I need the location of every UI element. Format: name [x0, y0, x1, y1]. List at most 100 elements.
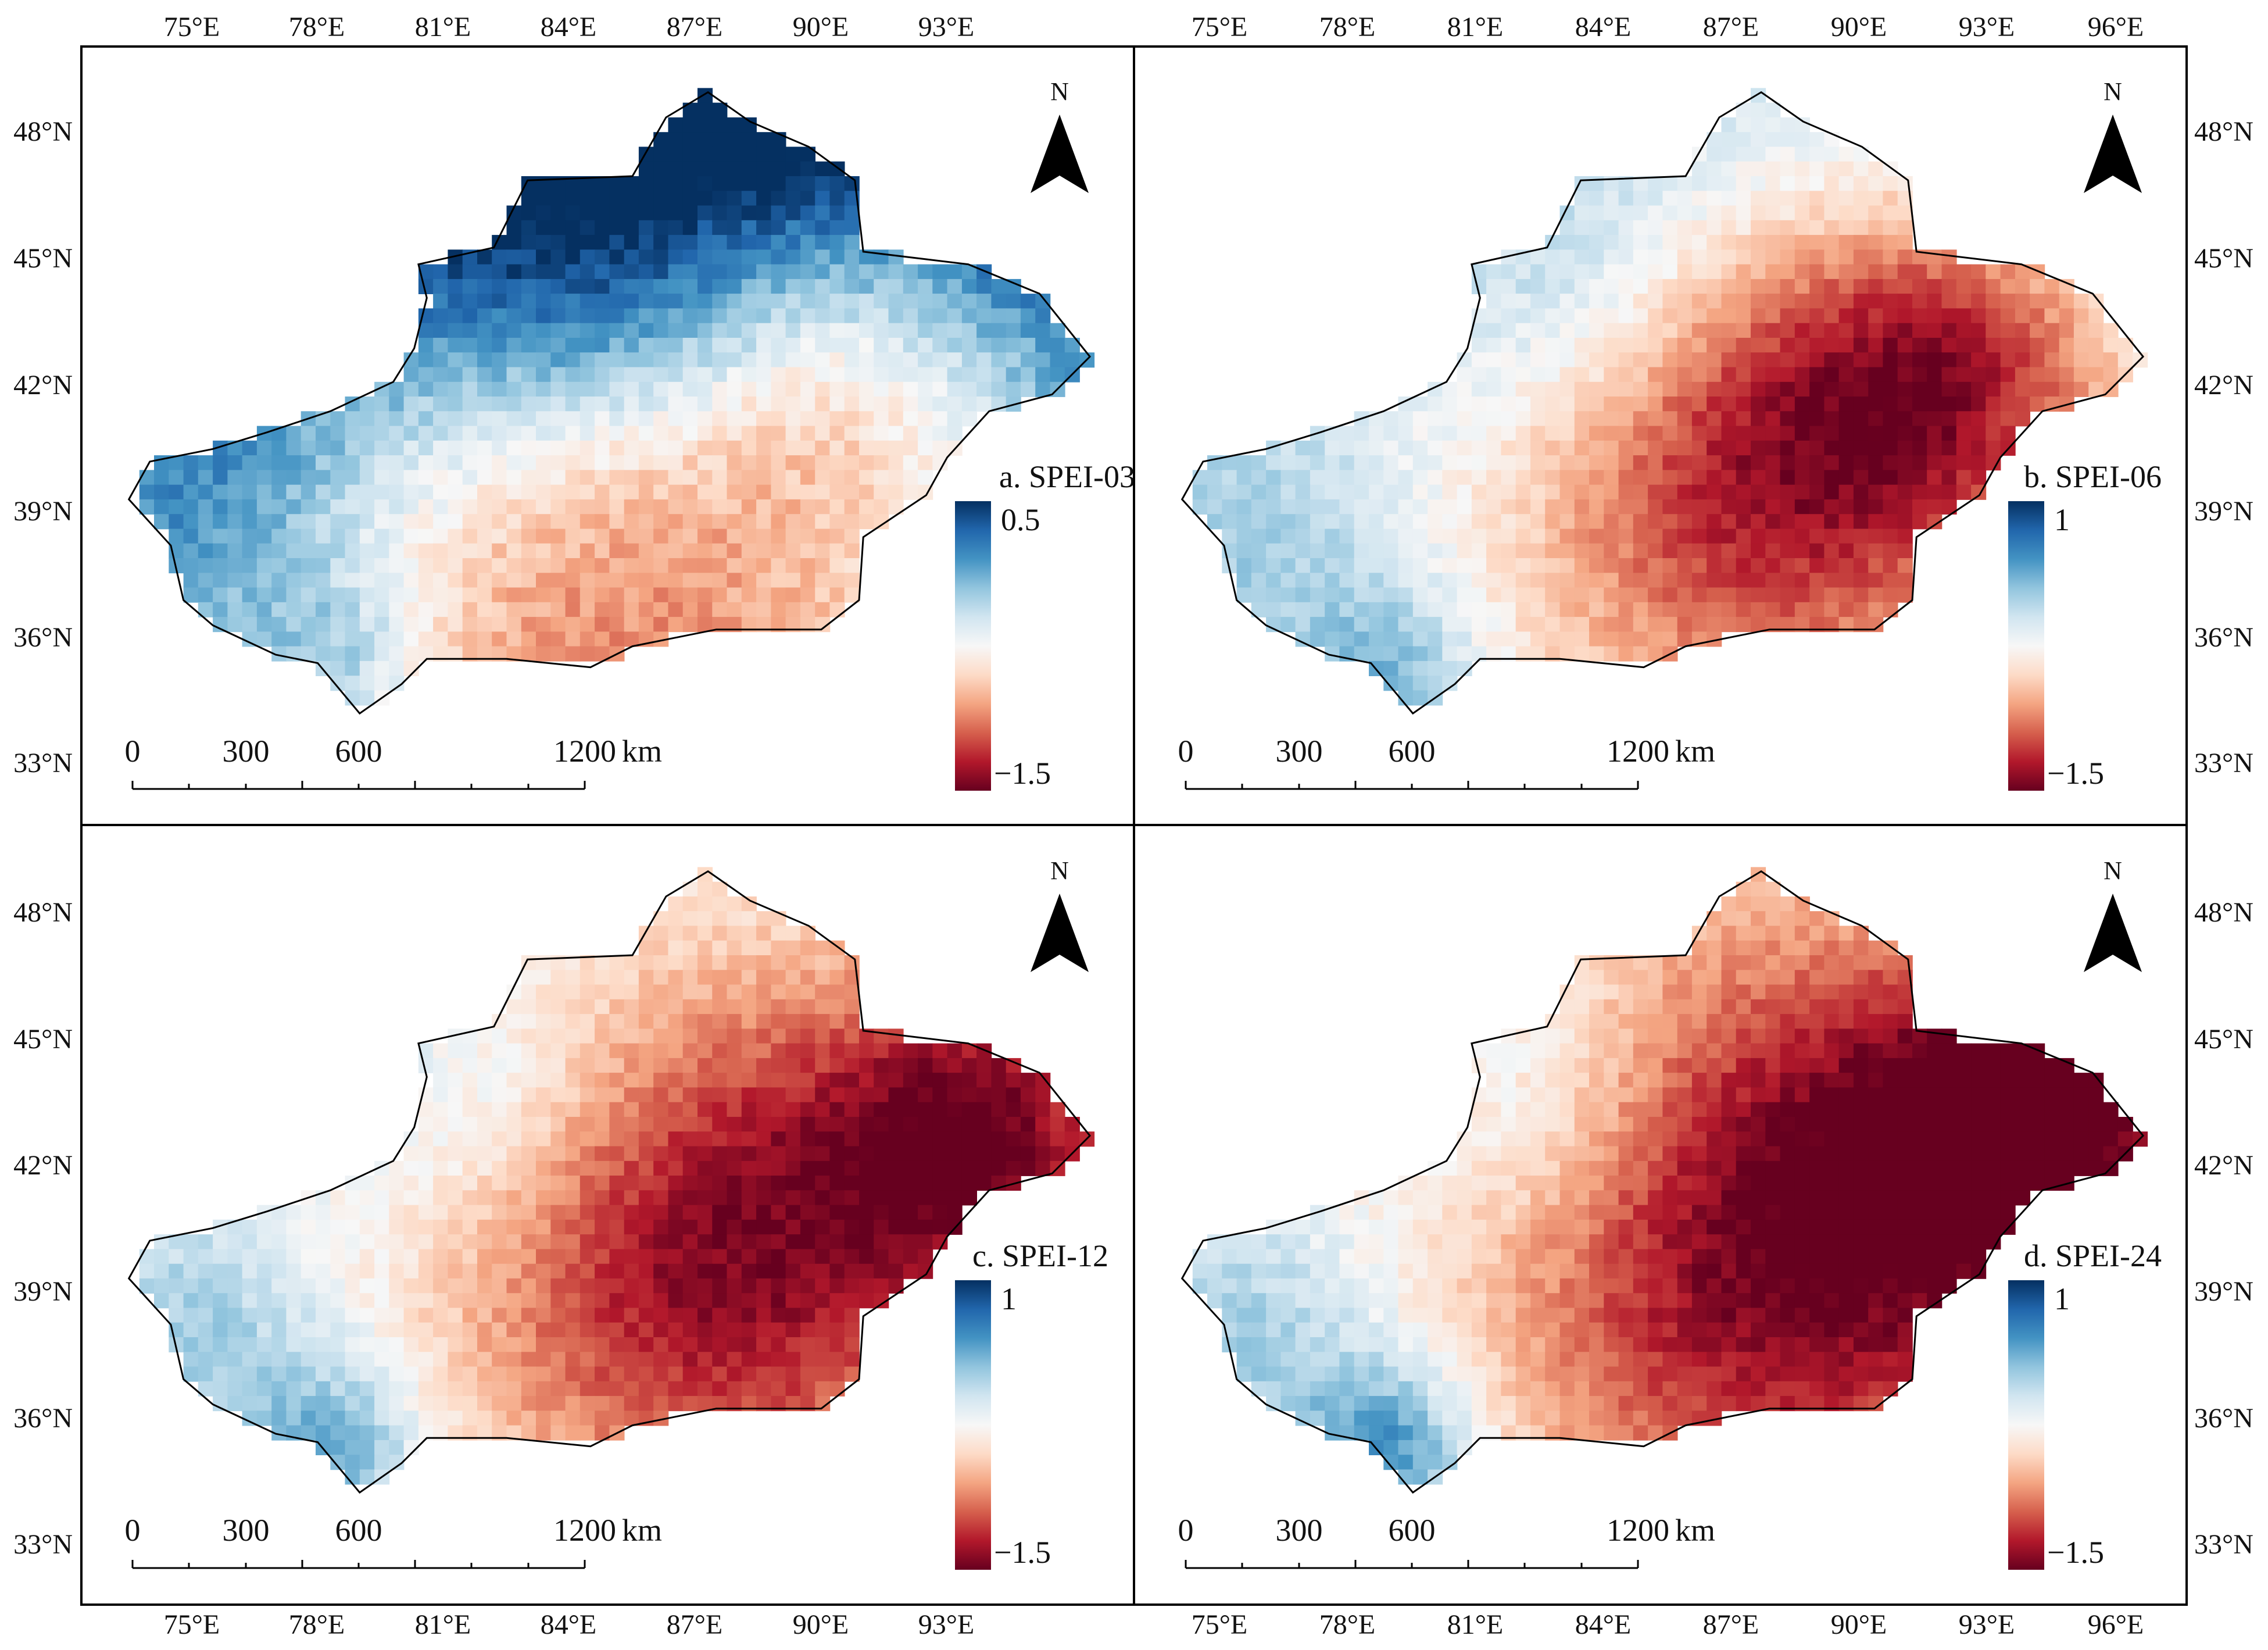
raster-cell: [1971, 308, 1986, 323]
raster-cell: [1956, 382, 1972, 397]
raster-cell: [639, 1058, 654, 1073]
raster-cell: [477, 265, 492, 280]
raster-cell: [742, 1176, 757, 1191]
raster-cell: [433, 352, 448, 367]
raster-cell: [418, 602, 434, 617]
raster-cell: [1604, 352, 1619, 367]
raster-cell: [1765, 602, 1780, 617]
raster-cell: [653, 544, 668, 559]
raster-cell: [771, 1278, 786, 1294]
raster-cell: [1839, 1102, 1854, 1117]
raster-cell: [213, 1352, 228, 1367]
raster-cell: [1021, 367, 1036, 383]
raster-cell: [2001, 1087, 2016, 1102]
raster-cell: [2001, 352, 2016, 367]
raster-cell: [1633, 1058, 1648, 1073]
raster-cell: [507, 1352, 522, 1367]
raster-cell: [492, 367, 507, 383]
raster-cell: [1912, 367, 1927, 383]
raster-cell: [1633, 397, 1648, 412]
raster-cell: [1442, 470, 1457, 485]
raster-cell: [1883, 1147, 1898, 1162]
raster-cell: [800, 1220, 815, 1235]
raster-cell: [536, 1249, 551, 1264]
raster-cell: [595, 220, 610, 235]
raster-cell: [1662, 1028, 1677, 1044]
raster-cell: [756, 544, 771, 559]
raster-cell: [184, 544, 199, 559]
raster-cell: [1736, 985, 1751, 1000]
raster-cell: [903, 367, 918, 383]
raster-cell: [595, 485, 610, 500]
raster-cell: [771, 191, 786, 206]
raster-cell: [463, 294, 478, 309]
raster-cell: [257, 485, 272, 500]
raster-cell: [566, 191, 581, 206]
raster-cell: [845, 441, 860, 456]
raster-cell: [433, 602, 448, 617]
raster-cell: [1692, 558, 1707, 573]
raster-cell: [374, 647, 389, 662]
raster-cell: [1050, 352, 1065, 367]
raster-cell: [903, 1220, 918, 1235]
raster-cell: [389, 1293, 404, 1308]
raster-cell: [1765, 162, 1780, 177]
raster-cell: [1986, 1102, 2001, 1117]
raster-cell: [1956, 1147, 1972, 1162]
raster-cell: [815, 1044, 830, 1059]
raster-cell: [756, 911, 771, 926]
raster-cell: [595, 985, 610, 1000]
raster-cell: [477, 588, 492, 603]
raster-cell: [683, 544, 698, 559]
raster-cell: [463, 602, 478, 617]
raster-cell: [1692, 382, 1707, 397]
raster-cell: [257, 514, 272, 529]
raster-cell: [756, 573, 771, 588]
raster-cell: [1457, 647, 1472, 662]
raster-cell: [727, 1014, 742, 1029]
raster-cell: [1486, 1044, 1501, 1059]
raster-cell: [433, 455, 448, 470]
raster-cell: [492, 1205, 507, 1220]
raster-cell: [507, 1323, 522, 1338]
raster-cell: [566, 1190, 581, 1205]
raster-cell: [771, 1102, 786, 1117]
raster-cell: [1677, 499, 1693, 515]
raster-cell: [566, 499, 581, 515]
raster-cell: [712, 411, 727, 426]
raster-cell: [521, 544, 536, 559]
raster-cell: [1824, 588, 1839, 603]
raster-cell: [712, 1131, 727, 1147]
raster-cell: [389, 573, 404, 588]
raster-cell: [1809, 367, 1825, 383]
raster-cell: [154, 499, 169, 515]
raster-cell: [595, 323, 610, 338]
raster-cell: [756, 970, 771, 985]
raster-cell: [227, 1323, 242, 1338]
raster-cell: [1942, 265, 1957, 280]
raster-cell: [786, 308, 801, 323]
raster-cell: [683, 588, 698, 603]
raster-cell: [1648, 1044, 1663, 1059]
raster-cell: [1883, 265, 1898, 280]
raster-cell: [697, 1147, 713, 1162]
raster-cell: [507, 602, 522, 617]
raster-cell: [1809, 1117, 1825, 1132]
raster-cell: [742, 117, 757, 133]
raster-cell: [1369, 631, 1384, 647]
raster-cell: [1751, 162, 1766, 177]
raster-cell: [463, 279, 478, 294]
raster-cell: [448, 558, 463, 573]
raster-cell: [962, 1147, 977, 1162]
raster-cell: [742, 382, 757, 397]
raster-cell: [742, 162, 757, 177]
raster-cell: [536, 176, 551, 191]
raster-cell: [756, 588, 771, 603]
raster-cell: [1898, 455, 1913, 470]
raster-cell: [683, 176, 698, 191]
raster-cell: [433, 1102, 448, 1117]
raster-cell: [1428, 455, 1443, 470]
raster-cell: [1516, 1087, 1531, 1102]
raster-cell: [1325, 499, 1340, 515]
raster-cell: [301, 573, 316, 588]
